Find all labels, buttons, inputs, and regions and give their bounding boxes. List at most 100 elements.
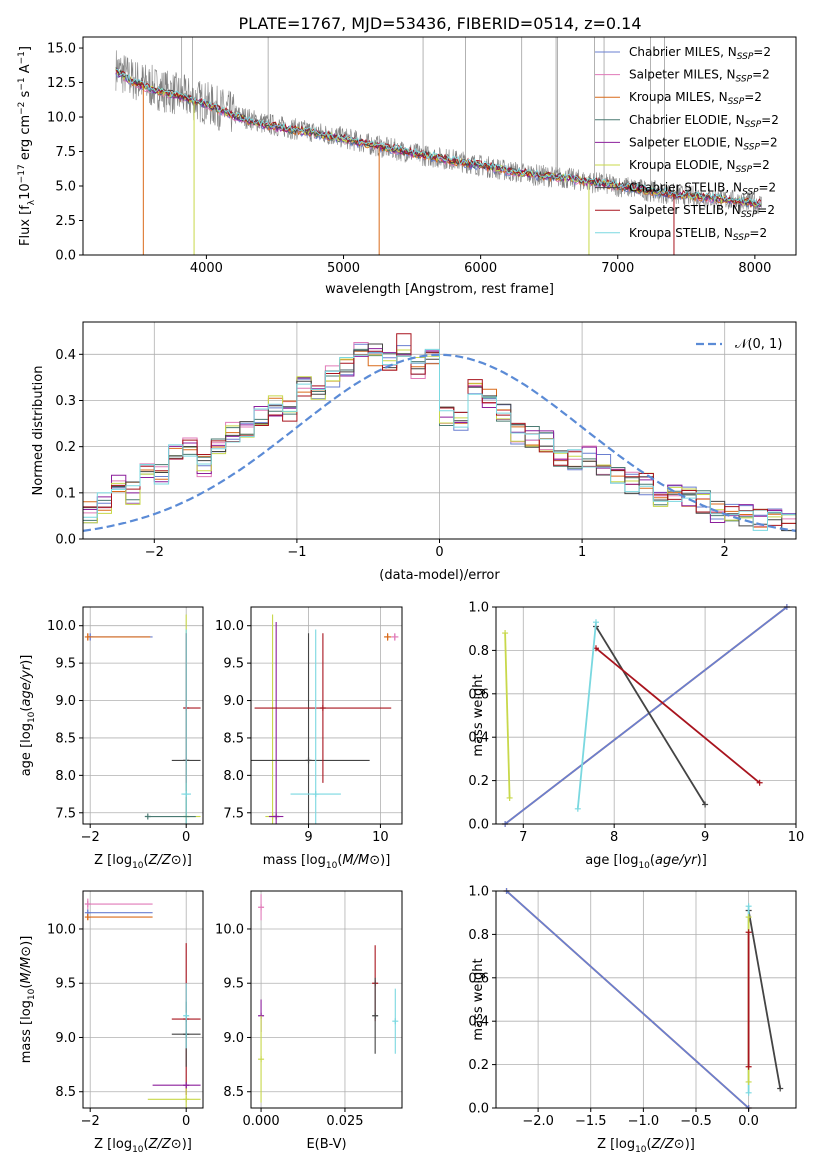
data-point [506, 794, 513, 801]
label-text: )] [380, 853, 390, 868]
legend-subscript: SSP [733, 233, 750, 243]
y-tick-label: 9.0 [223, 1031, 244, 1046]
x-axis-label: wavelength [Angstrom, rest frame] [325, 282, 554, 297]
label-text: )] [685, 1137, 695, 1152]
plot-area [258, 894, 399, 1103]
y-tick-label: 8.5 [55, 1085, 76, 1100]
data-point [593, 619, 599, 626]
label-italic: M/M⊙ [19, 946, 34, 984]
y-axis-label-part: A [18, 64, 33, 77]
label-text: ( [19, 984, 34, 989]
y-tick-label: 0.2 [55, 440, 76, 455]
axes-border [495, 606, 797, 825]
x-tick-label: 8 [610, 830, 618, 845]
y-axis-label: mass weight [471, 958, 486, 1040]
y-tick-label: 9.5 [55, 657, 76, 672]
axes-border [82, 606, 204, 825]
legend-model-name: Salpeter STELIB, N [629, 203, 741, 217]
label-text: Z [log [94, 1137, 132, 1152]
x-tick-label: −1 [287, 545, 306, 560]
legend-entry: Chabrier ELODIE, NSSP=2 [629, 113, 779, 130]
legend-entry: Kroupa MILES, NSSP=2 [629, 90, 762, 107]
label-italic: age/yr [19, 663, 34, 706]
x-tick-label: −2 [145, 545, 164, 560]
plot-area [115, 37, 762, 255]
residual-histogram [83, 348, 796, 531]
data-point [183, 1012, 190, 1019]
y-tick-label: 0.8 [468, 928, 489, 943]
data-point [305, 757, 312, 764]
mass-vs-extinction-panel: 0.000 0.025 8.5 9.0 9.5 10.0 E(B-V) [215, 890, 403, 1152]
label-italic: Z/Z⊙ [148, 853, 182, 868]
y-tick-label: 9.0 [223, 694, 244, 709]
data-point [392, 1018, 399, 1025]
y-tick-label: 8.0 [223, 769, 244, 784]
y-tick-label: 1.0 [468, 601, 489, 616]
label-text: ( [647, 1137, 652, 1152]
y-axis-label-part: s [18, 90, 33, 101]
y-tick-label: 10.0 [215, 619, 244, 634]
y-tick-label: 0.4 [468, 731, 489, 746]
y-axis-label-part: −1 [17, 51, 27, 64]
y-tick-label: 0.0 [55, 533, 76, 548]
data-point [183, 1082, 190, 1089]
axes-frame: 0.000 0.025 8.5 9.0 9.5 10.0 [215, 890, 403, 1129]
axes-frame: 7 8 9 10 0.0 0.2 0.4 0.6 0.8 1.0 [468, 601, 804, 846]
label-text: mass [log [263, 853, 326, 868]
y-axis-label: Normed distribution [31, 366, 46, 496]
plot-area [83, 333, 796, 532]
legend-tail: =2 [757, 203, 775, 217]
data-point [777, 1085, 784, 1092]
x-tick-label: 0.025 [326, 1114, 363, 1129]
x-tick-label: 5000 [327, 261, 360, 276]
y-axis-label: mass weight [471, 674, 486, 756]
axes-frame: 9 10 7.5 8.0 8.5 9.0 9.5 10.0 [215, 606, 403, 845]
legend-subscript: SSP [743, 142, 760, 152]
legend-tail: =2 [749, 226, 767, 240]
y-tick-label: 0.0 [468, 1102, 489, 1117]
x-tick-label: 7 [519, 830, 527, 845]
mass-weight-line [505, 890, 750, 1109]
label-text: ( [144, 1137, 149, 1152]
data-point [745, 929, 752, 936]
y-tick-label: 0.3 [55, 394, 76, 409]
legend-model-name: Chabrier ELODIE, N [629, 113, 745, 127]
y-tick-label: 12.5 [47, 76, 76, 91]
label-text: )] [182, 1137, 192, 1152]
y-tick-label: 10.0 [47, 111, 76, 126]
x-axis-label: Z [log10(Z/Z⊙)] [94, 1137, 192, 1155]
y-tick-label: 2.5 [55, 214, 76, 229]
data-point [312, 791, 319, 798]
y-tick-label: 0.8 [468, 644, 489, 659]
axes-frame: −2 0 7.5 8.0 8.5 9.0 9.5 10.0 [47, 606, 204, 845]
legend-subscript: SSP [745, 120, 762, 130]
legend-tail: =2 [761, 113, 779, 127]
data-point [183, 1096, 190, 1103]
data-point [144, 813, 151, 820]
y-tick-label: 8.5 [223, 1085, 244, 1100]
x-tick-label: 6000 [464, 261, 497, 276]
axes-frame: −2 0 8.5 9.0 9.5 10.0 [47, 890, 204, 1129]
label-text: mass [log [19, 1000, 34, 1063]
label-subscript: 10 [326, 861, 338, 871]
residual-histogram-panel: −2 −1 0 1 2 0.0 0.1 0.2 0.3 0.4 𝒩(0, 1) (data-model… [31, 321, 797, 583]
mass-weight-vs-metallicity-panel: −2.0 −1.5 −1.0 −0.5 0.0 0.0 0.2 0.4 0.6 0.8 1.0 Z [… [468, 885, 797, 1155]
legend-model-name: Salpeter MILES, N [629, 68, 736, 82]
legend-model-name: Salpeter ELODIE, N [629, 135, 743, 149]
y-tick-label: 0.2 [468, 1058, 489, 1073]
legend-model-name: Chabrier MILES, N [629, 45, 737, 59]
y-tick-label: 9.0 [55, 694, 76, 709]
x-tick-label: 2 [721, 545, 729, 560]
mass-weight-line [747, 910, 782, 1089]
y-tick-label: 5.0 [55, 180, 76, 195]
data-point [84, 914, 91, 921]
label-italic: M/M⊙ [342, 853, 380, 868]
y-axis-label: Flux [fλ10−17 erg cm−2 s−1 A−1] [17, 46, 37, 246]
y-tick-label: 0.2 [468, 774, 489, 789]
x-axis-label: Z [log10(Z/Z⊙)] [597, 1137, 695, 1155]
y-tick-label: 0.0 [55, 249, 76, 264]
